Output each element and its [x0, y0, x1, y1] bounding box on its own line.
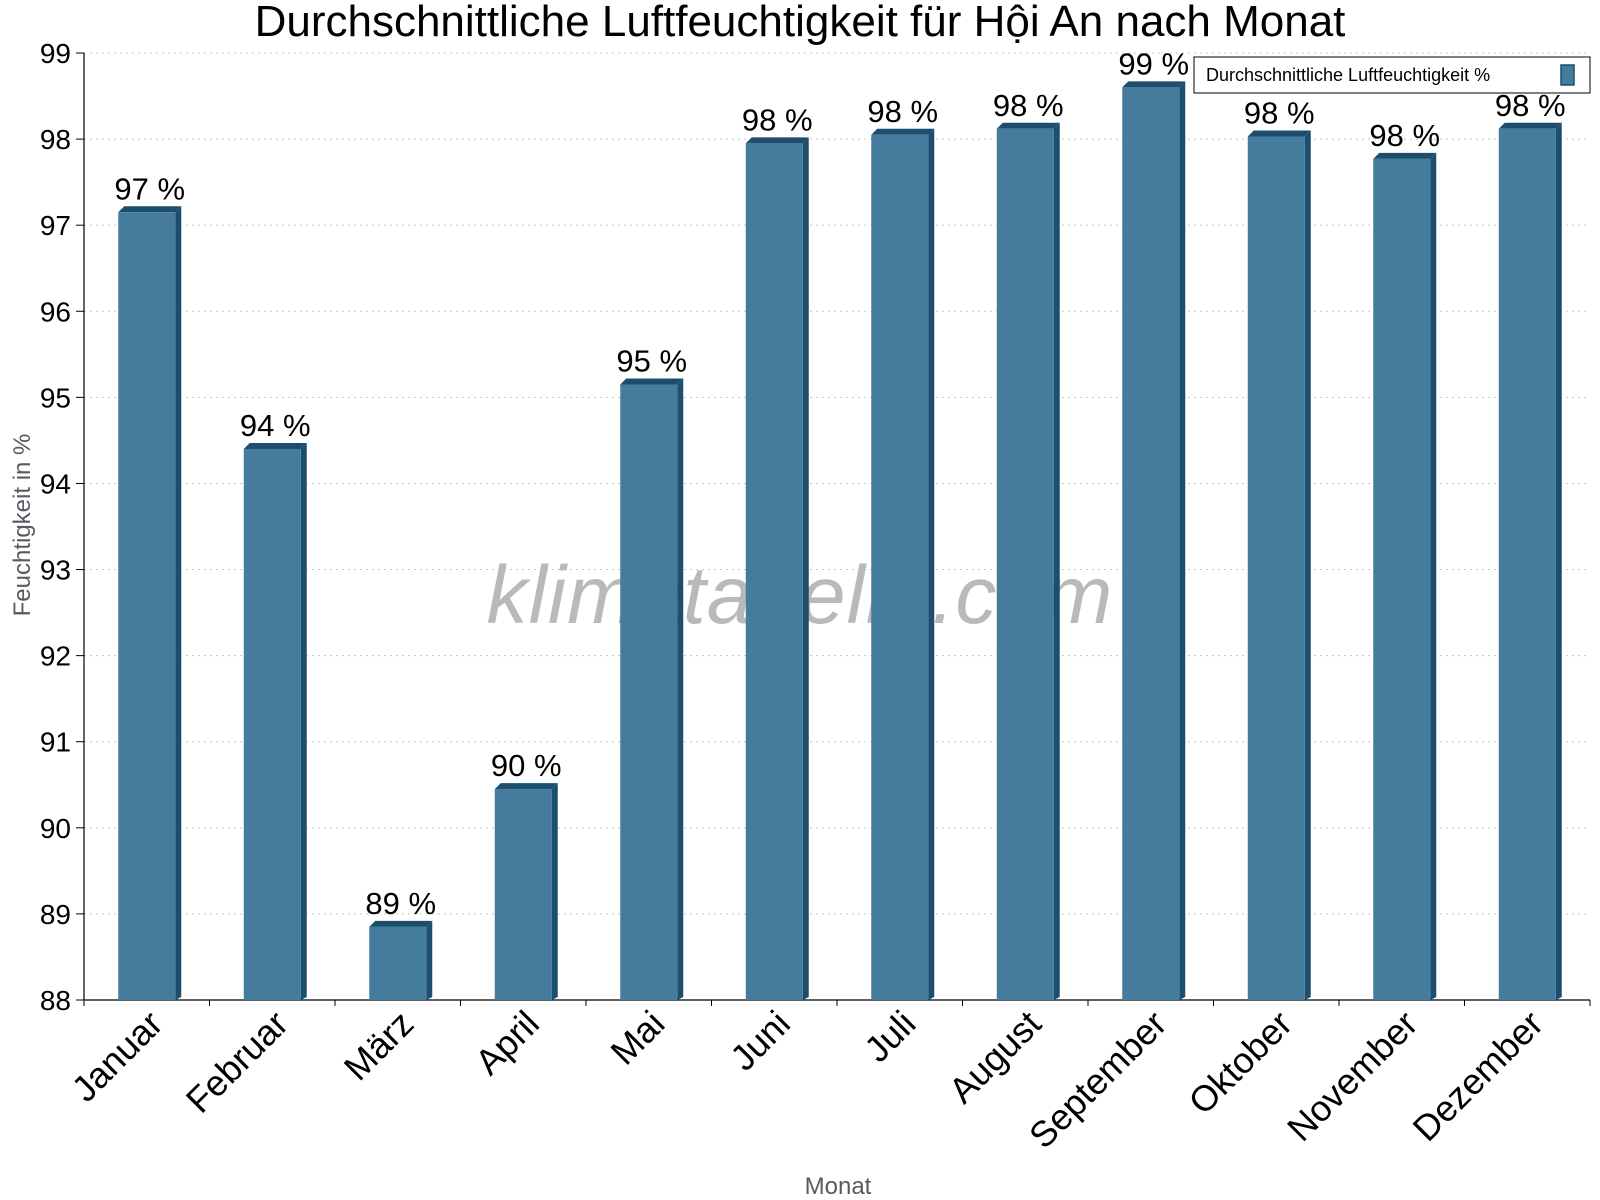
x-tick-label: Dezember	[1404, 1003, 1550, 1149]
data-label: 98 %	[742, 102, 813, 137]
gridlines	[84, 52, 1590, 915]
data-label: 89 %	[365, 886, 436, 921]
y-axis: 88 89 90 91 92 93 94 95 96 97 98 99	[40, 38, 85, 1016]
y-tick-label: 91	[40, 727, 71, 758]
y-tick-label: 98	[40, 124, 71, 155]
data-label: 94 %	[240, 408, 311, 443]
y-tick-label: 97	[40, 210, 71, 241]
bar	[996, 128, 1054, 1000]
bar-top	[1247, 130, 1311, 137]
bar-top	[996, 122, 1060, 129]
bar-side	[551, 783, 558, 1000]
bar-side	[1304, 130, 1311, 1000]
y-tick-label: 94	[40, 468, 71, 499]
chart-title: Durchschnittliche Luftfeuchtigkeit für H…	[255, 0, 1346, 46]
bar-top	[871, 128, 935, 135]
bar-top	[1373, 152, 1437, 159]
x-tick-label: Mai	[602, 1003, 672, 1073]
legend-swatch	[1560, 64, 1575, 86]
data-label: 98 %	[1495, 88, 1566, 123]
x-tick-label: Juni	[722, 1003, 798, 1079]
bar-side	[928, 128, 935, 1000]
data-label: 98 %	[1244, 96, 1315, 131]
bar-top	[118, 206, 182, 213]
bar-top	[620, 378, 684, 385]
bar-side	[426, 920, 433, 1000]
data-label: 97 %	[114, 171, 185, 206]
y-tick-label: 96	[40, 296, 71, 327]
data-label: 98 %	[867, 94, 938, 129]
bar-side	[1053, 122, 1060, 1000]
bar-top	[745, 137, 809, 144]
bar	[1373, 158, 1431, 1000]
y-tick-label: 93	[40, 555, 71, 586]
bar-top	[1122, 81, 1186, 88]
bar-top	[1498, 122, 1562, 129]
y-tick-label: 88	[40, 985, 71, 1016]
legend: Durchschnittliche Luftfeuchtigkeit %	[1193, 56, 1591, 94]
y-tick-label: 90	[40, 813, 71, 844]
bar-side	[1555, 122, 1562, 1000]
x-tick-label: Oktober	[1180, 1003, 1300, 1123]
x-tick-label: September	[1021, 1003, 1175, 1157]
y-tick-label: 92	[40, 641, 71, 672]
data-labels: 97 % 94 % 89 % 90 % 95 % 98 % 98 % 98 % 99 % 98 %…	[114, 46, 1565, 920]
bar-side	[802, 137, 809, 1001]
y-tick-label: 95	[40, 382, 71, 413]
data-label: 98 %	[1369, 118, 1440, 153]
x-axis-title: Monat	[805, 1173, 872, 1200]
data-label: 99 %	[1118, 46, 1189, 81]
x-tick-label: November	[1279, 1003, 1425, 1149]
bar-top	[494, 783, 558, 790]
bar-series	[118, 81, 1562, 1001]
bar-top	[369, 920, 433, 927]
x-tick-label: August	[941, 1003, 1049, 1111]
bar-side	[1430, 152, 1437, 1000]
bar	[369, 926, 427, 1000]
bar-side	[677, 378, 684, 1000]
x-tick-label: Juli	[856, 1003, 923, 1070]
bar	[1247, 136, 1305, 1000]
bar-side	[300, 443, 307, 1000]
bar-top	[243, 443, 307, 450]
y-tick-label: 89	[40, 899, 71, 930]
legend-label: Durchschnittliche Luftfeuchtigkeit %	[1206, 65, 1490, 85]
y-tick-label: 99	[40, 38, 71, 69]
y-axis-title: Feuchtigkeit in %	[9, 434, 36, 617]
bar	[1122, 87, 1180, 1001]
x-tick-label: April	[467, 1003, 547, 1083]
x-tick-label: Januar	[64, 1003, 171, 1110]
bar	[620, 384, 678, 1000]
bar	[494, 789, 552, 1000]
data-label: 90 %	[491, 748, 562, 783]
data-label: 95 %	[616, 343, 687, 378]
bar	[1498, 128, 1556, 1000]
x-tick-label: März	[336, 1003, 422, 1089]
bar-side	[175, 206, 182, 1000]
bar	[745, 143, 803, 1001]
legend-box	[1193, 56, 1591, 94]
bar	[871, 134, 929, 1000]
x-tick-label: Februar	[178, 1003, 296, 1121]
bar	[243, 449, 301, 1000]
bar	[118, 212, 176, 1000]
bar-side	[1179, 81, 1186, 1001]
x-axis: Januar Februar März April Mai Juni Juli AugustS…	[64, 999, 1591, 1157]
data-label: 98 %	[993, 88, 1064, 123]
